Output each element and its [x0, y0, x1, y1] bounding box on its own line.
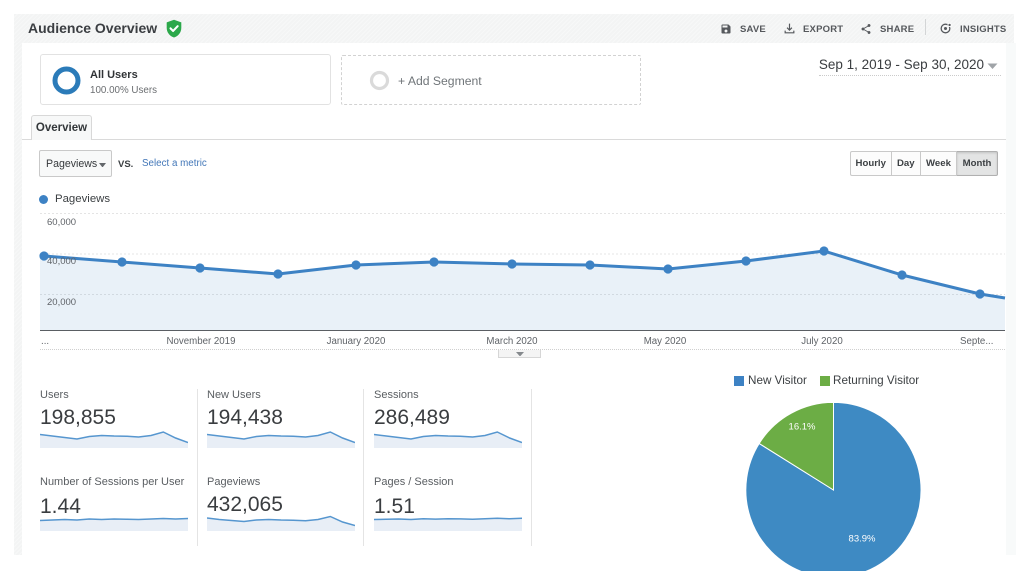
svg-text:83.9%: 83.9% [849, 534, 876, 545]
svg-text:16.1%: 16.1% [789, 422, 816, 433]
